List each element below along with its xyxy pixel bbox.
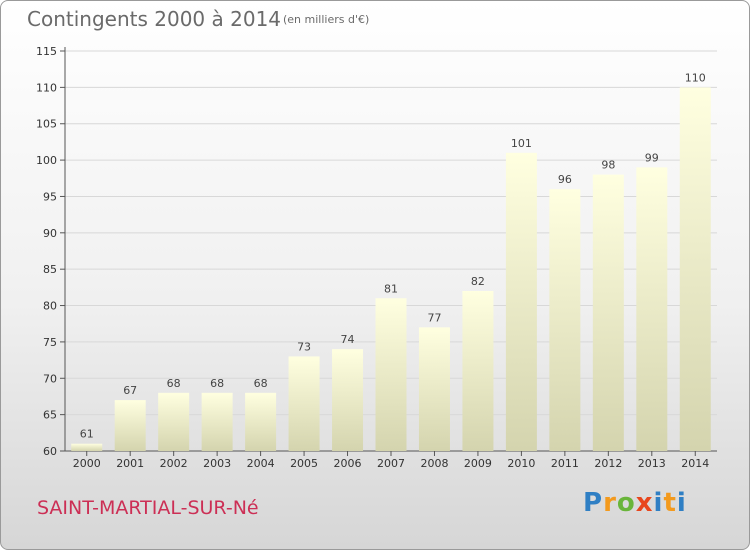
data-label: 68 [210, 377, 224, 390]
x-tick-label: 2001 [116, 457, 144, 470]
bar [549, 189, 581, 451]
x-tick-label: 2011 [551, 457, 579, 470]
data-label: 98 [601, 159, 615, 172]
bar [679, 87, 711, 451]
data-label: 68 [254, 377, 268, 390]
proxiti-logo: Proxiti [583, 488, 687, 518]
y-tick-label: 80 [43, 300, 57, 313]
x-tick-label: 2007 [377, 457, 405, 470]
x-tick-label: 2002 [160, 457, 188, 470]
y-tick-label: 100 [36, 154, 57, 167]
bar [158, 392, 190, 451]
y-tick-label: 115 [36, 45, 57, 58]
data-label: 68 [167, 377, 181, 390]
chart-subtitle: (en milliers d'€) [283, 13, 370, 26]
bar [71, 443, 103, 451]
data-label: 61 [80, 428, 94, 441]
x-tick-label: 2012 [594, 457, 622, 470]
bar [418, 327, 450, 451]
y-tick-label: 60 [43, 445, 57, 458]
bar [636, 167, 668, 451]
bar [592, 174, 624, 452]
bar [245, 392, 277, 451]
data-label: 73 [297, 340, 311, 353]
x-tick-label: 2000 [73, 457, 101, 470]
data-label: 74 [341, 333, 355, 346]
y-tick-label: 105 [36, 118, 57, 131]
y-tick-label: 85 [43, 263, 57, 276]
x-tick-label: 2010 [507, 457, 535, 470]
y-tick-label: 65 [43, 409, 57, 422]
bar [462, 291, 494, 451]
y-tick-label: 110 [36, 81, 57, 94]
x-tick-label: 2009 [464, 457, 492, 470]
bar [332, 349, 364, 451]
chart-title: Contingents 2000 à 2014 [27, 7, 282, 31]
data-label: 67 [123, 384, 137, 397]
place-name: SAINT-MARTIAL-SUR-Né [37, 497, 259, 519]
bar [114, 400, 146, 451]
y-tick-label: 70 [43, 372, 57, 385]
bar [288, 356, 320, 451]
y-tick-label: 95 [43, 190, 57, 203]
y-tick-label: 75 [43, 336, 57, 349]
data-label: 101 [511, 137, 532, 150]
data-label: 96 [558, 173, 572, 186]
x-tick-label: 2006 [334, 457, 362, 470]
x-tick-label: 2013 [638, 457, 666, 470]
x-tick-label: 2014 [681, 457, 709, 470]
x-tick-label: 2004 [247, 457, 275, 470]
data-label: 81 [384, 282, 398, 295]
x-tick-label: 2003 [203, 457, 231, 470]
x-tick-label: 2005 [290, 457, 318, 470]
y-tick-label: 90 [43, 227, 57, 240]
data-label: 99 [645, 151, 659, 164]
data-label: 110 [685, 71, 706, 84]
bar [201, 392, 233, 451]
bar [375, 298, 407, 451]
bar [505, 152, 537, 451]
data-label: 82 [471, 275, 485, 288]
data-label: 77 [427, 311, 441, 324]
x-tick-label: 2008 [420, 457, 448, 470]
